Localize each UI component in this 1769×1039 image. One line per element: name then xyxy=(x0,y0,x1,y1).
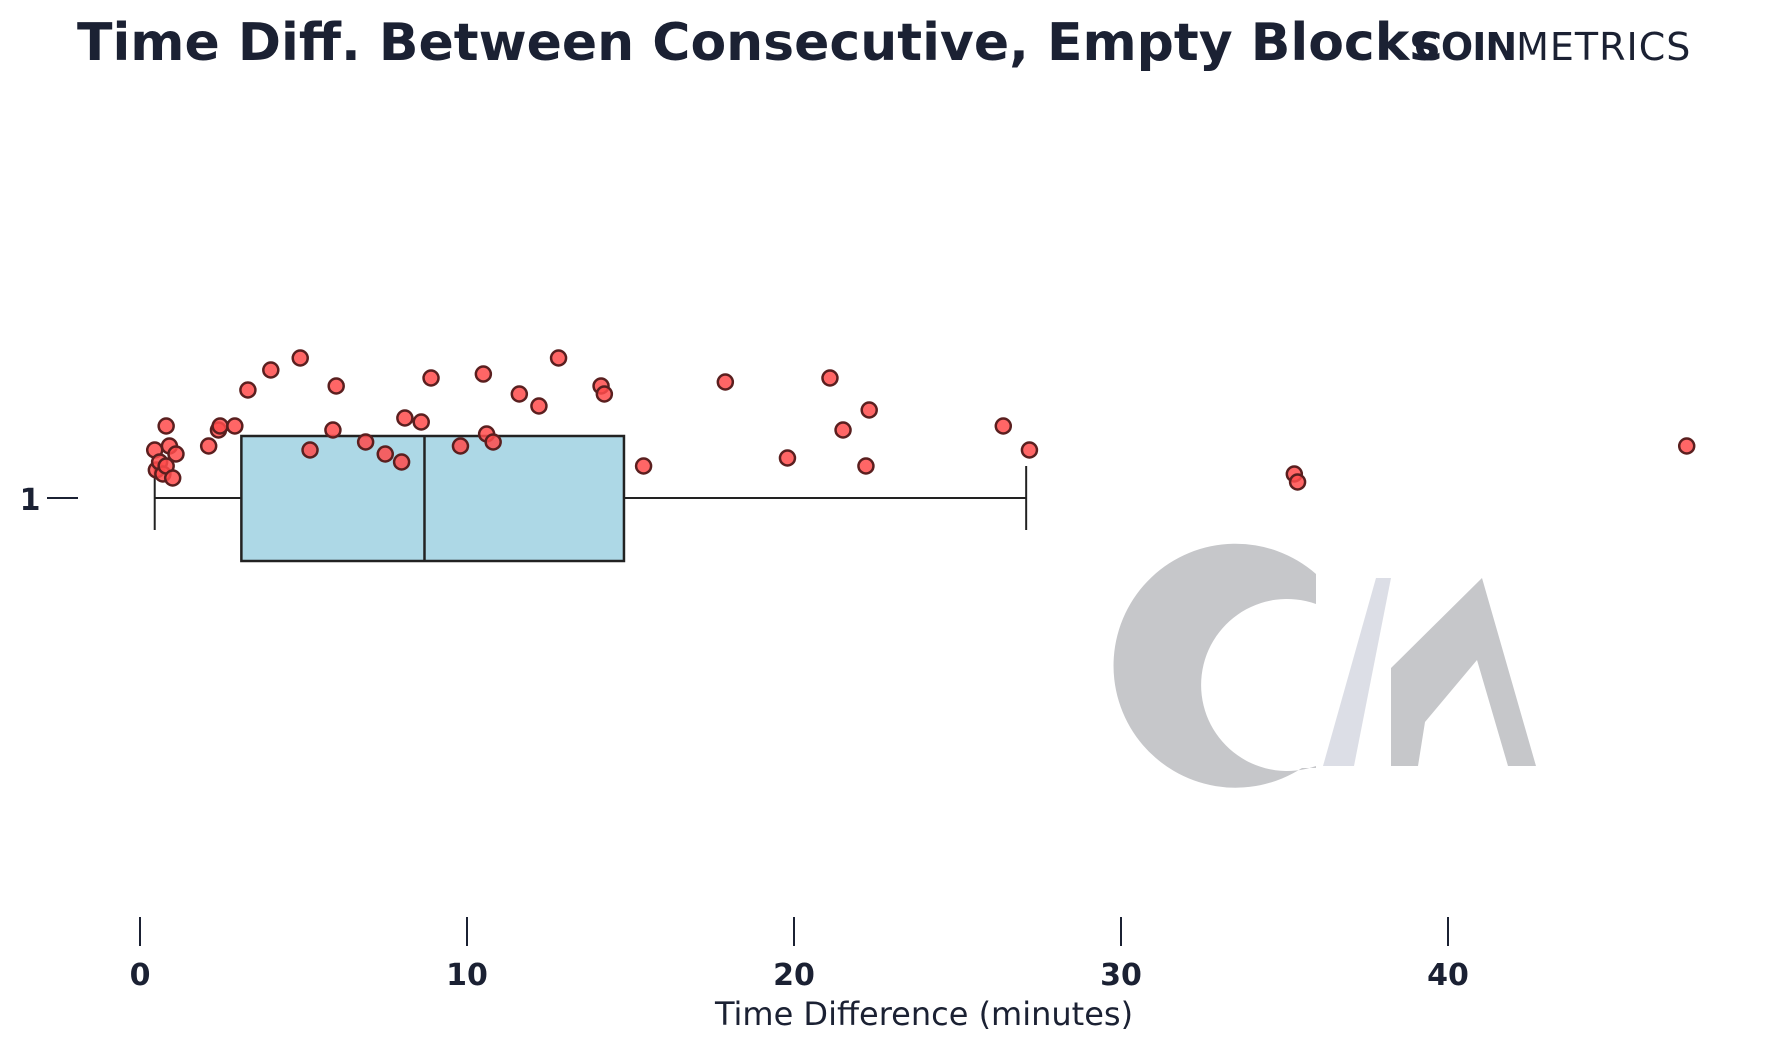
points-group xyxy=(145,349,1696,491)
watermark-c-shape xyxy=(1113,543,1316,788)
data-point xyxy=(291,349,309,367)
data-point xyxy=(1677,437,1696,455)
data-point xyxy=(778,449,797,467)
data-point xyxy=(595,385,614,403)
data-point xyxy=(474,365,493,383)
data-point xyxy=(157,417,175,435)
data-point xyxy=(857,457,875,475)
data-point xyxy=(239,381,257,399)
data-point xyxy=(549,349,568,367)
data-point xyxy=(821,369,839,387)
data-point xyxy=(376,445,394,463)
brand-logo: COINMETRICS xyxy=(1414,25,1691,69)
data-point xyxy=(199,437,218,455)
iqr-box xyxy=(240,434,626,563)
data-point xyxy=(392,453,411,471)
data-point xyxy=(530,397,548,415)
x-tick-label: 10 xyxy=(446,958,488,993)
data-point xyxy=(356,433,375,451)
data-point xyxy=(301,441,319,459)
watermark-m-shape xyxy=(1391,578,1536,766)
data-point xyxy=(324,421,342,439)
data-point xyxy=(163,469,182,487)
data-point xyxy=(412,413,430,431)
watermark-slash-shape xyxy=(1323,578,1391,766)
data-point xyxy=(167,445,185,463)
data-point xyxy=(860,401,878,419)
data-point xyxy=(396,409,414,427)
brand-logo-light: METRICS xyxy=(1516,25,1691,69)
chart-title: Time Diff. Between Consecutive, Empty Bl… xyxy=(77,13,1440,73)
x-tick-label: 20 xyxy=(773,958,815,993)
data-point xyxy=(262,361,280,379)
watermark-logo xyxy=(1113,543,1536,788)
data-point xyxy=(1020,441,1039,459)
data-point xyxy=(1288,473,1307,491)
x-tick-label: 0 xyxy=(130,958,151,993)
box-group xyxy=(153,434,1028,563)
x-tick-label: 30 xyxy=(1100,958,1142,993)
data-point xyxy=(634,457,653,475)
data-point xyxy=(211,417,229,435)
data-point xyxy=(484,433,502,451)
data-point xyxy=(716,373,735,391)
x-axis: 0 10 20 30 40 xyxy=(130,917,1469,993)
data-point xyxy=(422,369,440,387)
brand-logo-bold: COIN xyxy=(1414,25,1516,69)
category-label: 1 xyxy=(20,483,41,518)
data-point xyxy=(834,421,852,439)
data-point xyxy=(994,417,1013,435)
data-point xyxy=(327,377,345,395)
data-point xyxy=(226,417,244,435)
x-axis-label: Time Difference (minutes) xyxy=(714,995,1133,1033)
data-point xyxy=(451,437,470,455)
data-point xyxy=(510,385,529,403)
x-tick-label: 40 xyxy=(1427,958,1469,993)
